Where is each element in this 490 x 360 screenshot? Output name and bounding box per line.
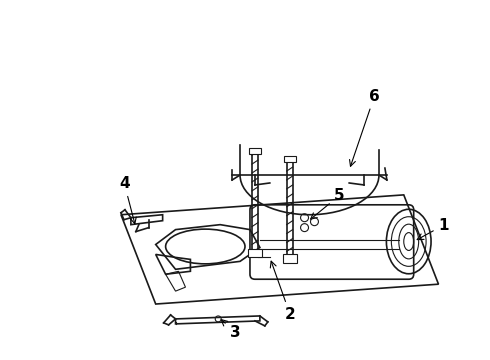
Text: 2: 2 bbox=[270, 261, 295, 322]
Polygon shape bbox=[284, 156, 295, 162]
Polygon shape bbox=[248, 249, 262, 257]
Text: 4: 4 bbox=[119, 176, 136, 224]
Polygon shape bbox=[249, 148, 261, 154]
Text: 3: 3 bbox=[221, 320, 241, 340]
Text: 5: 5 bbox=[311, 188, 345, 219]
Text: 1: 1 bbox=[417, 217, 449, 240]
Polygon shape bbox=[283, 255, 296, 264]
Text: 6: 6 bbox=[349, 89, 380, 166]
